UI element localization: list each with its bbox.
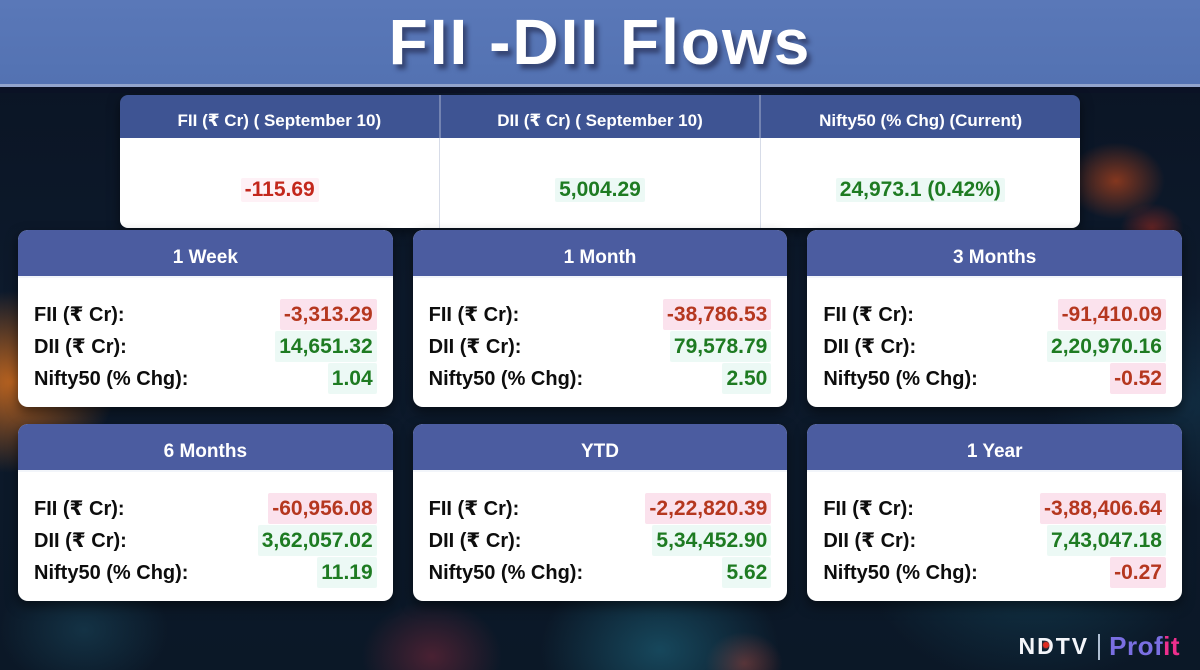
fii-label: FII (₹ Cr): bbox=[34, 498, 125, 520]
fii-value: -60,956.08 bbox=[268, 493, 377, 524]
period-card-body: FII (₹ Cr): -3,313.29 DII (₹ Cr): 14,651… bbox=[18, 278, 393, 407]
nifty-row: Nifty50 (% Chg): 2.50 bbox=[429, 363, 772, 395]
summary-table-value-row: -115.69 5,004.29 24,973.1 (0.42%) bbox=[120, 138, 1080, 228]
period-card-body: FII (₹ Cr): -91,410.09 DII (₹ Cr): 2,20,… bbox=[807, 278, 1182, 407]
nifty-label: Nifty50 (% Chg): bbox=[823, 368, 978, 390]
fii-label: FII (₹ Cr): bbox=[34, 304, 125, 326]
nifty-label: Nifty50 (% Chg): bbox=[428, 368, 584, 390]
fii-value: -3,313.29 bbox=[279, 299, 377, 330]
title-banner: FII -DII Flows bbox=[0, 0, 1200, 87]
period-card-title: 3 Months bbox=[807, 230, 1182, 278]
summary-table-header-row: FII (₹ Cr) ( September 10) DII (₹ Cr) ( … bbox=[120, 95, 1080, 138]
period-card-body: FII (₹ Cr): -2,22,820.39 DII (₹ Cr): 5,3… bbox=[413, 472, 788, 601]
dii-label: DII (₹ Cr): bbox=[34, 530, 127, 552]
dii-label: DII (₹ Cr): bbox=[34, 336, 127, 358]
fii-row: FII (₹ Cr): -91,410.09 bbox=[823, 299, 1166, 331]
dii-label: DII (₹ Cr): bbox=[428, 336, 522, 358]
fii-value: -115.69 bbox=[240, 178, 319, 202]
period-card-1-year: 1 Year FII (₹ Cr): -3,88,406.64 DII (₹ C… bbox=[807, 424, 1182, 601]
logo-separator bbox=[1098, 633, 1101, 660]
dii-value: 7,43,047.18 bbox=[1047, 525, 1166, 556]
nifty-row: Nifty50 (% Chg): 5.62 bbox=[429, 557, 772, 589]
dii-row: DII (₹ Cr): 2,20,970.16 bbox=[823, 331, 1166, 363]
ndtv-red-dot-icon bbox=[1043, 642, 1050, 648]
nifty-label: Nifty50 (% Chg): bbox=[34, 368, 189, 390]
period-card-body: FII (₹ Cr): -3,88,406.64 DII (₹ Cr): 7,4… bbox=[807, 472, 1182, 601]
nifty-value: 24,973.1 (0.42%) bbox=[835, 178, 1005, 202]
nifty-label: Nifty50 (% Chg): bbox=[428, 562, 584, 584]
fii-row: FII (₹ Cr): -3,88,406.64 bbox=[823, 493, 1166, 525]
fii-value: -3,88,406.64 bbox=[1040, 493, 1166, 524]
dii-row: DII (₹ Cr): 79,578.79 bbox=[429, 331, 772, 363]
fii-label: FII (₹ Cr): bbox=[823, 498, 914, 520]
period-card-1-week: 1 Week FII (₹ Cr): -3,313.29 DII (₹ Cr):… bbox=[18, 230, 393, 407]
fii-row: FII (₹ Cr): -3,313.29 bbox=[34, 299, 377, 331]
fii-label: FII (₹ Cr): bbox=[428, 304, 520, 326]
ndtv-profit-logo: NDTV Profit bbox=[1018, 631, 1180, 662]
nifty-row: Nifty50 (% Chg): 11.19 bbox=[34, 557, 377, 589]
ndtv-text: NDTV bbox=[1018, 633, 1090, 659]
nifty-value: -0.27 bbox=[1110, 557, 1166, 588]
fii-value: -2,22,820.39 bbox=[645, 493, 772, 524]
period-card-title: 6 Months bbox=[18, 424, 393, 472]
dii-row: DII (₹ Cr): 14,651.32 bbox=[34, 331, 377, 363]
dii-value: 79,578.79 bbox=[669, 331, 772, 362]
period-card-title: YTD bbox=[412, 424, 788, 472]
period-card-body: FII (₹ Cr): -60,956.08 DII (₹ Cr): 3,62,… bbox=[18, 472, 393, 601]
period-card-title: 1 Month bbox=[412, 230, 788, 278]
period-card-body: FII (₹ Cr): -38,786.53 DII (₹ Cr): 79,57… bbox=[413, 278, 788, 407]
dii-value: 3,62,057.02 bbox=[257, 525, 377, 556]
summary-value-dii: 5,004.29 bbox=[439, 138, 759, 228]
fii-value: -91,410.09 bbox=[1057, 299, 1166, 330]
summary-header-fii: FII (₹ Cr) ( September 10) bbox=[177, 111, 382, 130]
summary-value-fii: -115.69 bbox=[120, 138, 439, 228]
nifty-value: 1.04 bbox=[327, 363, 377, 394]
summary-header-dii: DII (₹ Cr) ( September 10) bbox=[438, 95, 760, 138]
nifty-row: Nifty50 (% Chg): -0.27 bbox=[823, 557, 1166, 589]
period-card-title: 1 Year bbox=[807, 424, 1182, 472]
page-title: FII -DII Flows bbox=[388, 6, 812, 78]
nifty-value: 11.19 bbox=[317, 557, 377, 588]
dii-label: DII (₹ Cr): bbox=[823, 336, 917, 358]
fii-row: FII (₹ Cr): -38,786.53 bbox=[429, 299, 772, 331]
summary-value-nifty: 24,973.1 (0.42%) bbox=[759, 138, 1080, 228]
summary-table: FII (₹ Cr) ( September 10) DII (₹ Cr) ( … bbox=[120, 95, 1080, 228]
fii-label: FII (₹ Cr): bbox=[823, 304, 914, 326]
nifty-label: Nifty50 (% Chg): bbox=[34, 562, 189, 584]
nifty-value: 2.50 bbox=[722, 363, 772, 394]
fii-row: FII (₹ Cr): -60,956.08 bbox=[34, 493, 377, 525]
nifty-label: Nifty50 (% Chg): bbox=[823, 562, 978, 584]
dii-value: 14,651.32 bbox=[275, 331, 377, 362]
nifty-row: Nifty50 (% Chg): 1.04 bbox=[34, 363, 377, 395]
nifty-value: 5.62 bbox=[722, 557, 772, 588]
dii-value: 5,34,452.90 bbox=[652, 525, 772, 556]
fii-label: FII (₹ Cr): bbox=[428, 498, 520, 520]
summary-header-nifty: Nifty50 (% Chg) (Current) bbox=[759, 95, 1080, 138]
dii-value: 2,20,970.16 bbox=[1047, 331, 1166, 362]
dii-row: DII (₹ Cr): 3,62,057.02 bbox=[34, 525, 377, 557]
ndtv-wordmark: NDTV bbox=[1018, 633, 1089, 660]
period-card-ytd: YTD FII (₹ Cr): -2,22,820.39 DII (₹ Cr):… bbox=[412, 424, 788, 601]
nifty-value: -0.52 bbox=[1110, 363, 1166, 394]
period-card-3-months: 3 Months FII (₹ Cr): -91,410.09 DII (₹ C… bbox=[807, 230, 1182, 407]
dii-row: DII (₹ Cr): 5,34,452.90 bbox=[429, 525, 772, 557]
nifty-row: Nifty50 (% Chg): -0.52 bbox=[823, 363, 1166, 395]
period-card-6-months: 6 Months FII (₹ Cr): -60,956.08 DII (₹ C… bbox=[18, 424, 393, 601]
dii-row: DII (₹ Cr): 7,43,047.18 bbox=[823, 525, 1166, 557]
profit-wordmark: Profit bbox=[1109, 631, 1180, 661]
period-cards-grid: 1 Week FII (₹ Cr): -3,313.29 DII (₹ Cr):… bbox=[18, 230, 1182, 601]
fii-row: FII (₹ Cr): -2,22,820.39 bbox=[429, 493, 772, 525]
dii-label: DII (₹ Cr): bbox=[823, 530, 917, 552]
period-card-title: 1 Week bbox=[18, 230, 393, 278]
fii-value: -38,786.53 bbox=[662, 299, 772, 330]
dii-value: 5,004.29 bbox=[555, 178, 645, 202]
period-card-1-month: 1 Month FII (₹ Cr): -38,786.53 DII (₹ Cr… bbox=[412, 230, 788, 407]
dii-label: DII (₹ Cr): bbox=[428, 530, 522, 552]
